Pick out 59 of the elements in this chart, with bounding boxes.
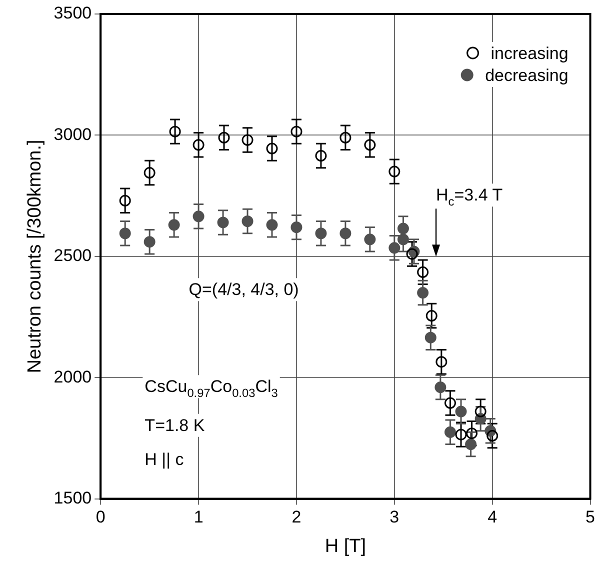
point xyxy=(364,139,376,151)
point xyxy=(424,332,436,344)
point xyxy=(168,219,180,231)
point xyxy=(406,248,418,260)
point xyxy=(434,382,446,394)
point xyxy=(119,228,131,240)
x-tick-label: 4 xyxy=(488,508,498,527)
point xyxy=(218,132,230,144)
y-tick-label: 1500 xyxy=(54,488,92,508)
point xyxy=(144,236,156,248)
point xyxy=(144,167,156,179)
point xyxy=(436,356,448,368)
point xyxy=(266,142,278,154)
legend-label: increasing xyxy=(490,44,568,63)
point xyxy=(388,242,400,254)
point xyxy=(192,210,204,222)
point xyxy=(388,166,400,178)
point xyxy=(169,126,181,138)
annotation: H || c xyxy=(144,450,184,469)
x-tick-label: 3 xyxy=(390,508,400,527)
y-axis-title: Neutron counts [/300kmon.] xyxy=(24,140,46,374)
y-tick-label: 3000 xyxy=(54,124,92,144)
annotation: T=1.8 K xyxy=(144,416,206,435)
point xyxy=(455,428,467,440)
point xyxy=(417,266,429,278)
point xyxy=(192,139,204,151)
point xyxy=(266,219,278,231)
point xyxy=(242,134,254,146)
x-tick-label: 5 xyxy=(586,508,596,527)
x-axis-title: H [T] xyxy=(324,536,366,557)
point xyxy=(397,222,409,234)
point xyxy=(364,234,376,246)
point xyxy=(426,310,438,322)
point xyxy=(290,126,302,138)
point xyxy=(242,216,254,227)
point xyxy=(315,228,327,240)
point xyxy=(466,428,478,440)
point xyxy=(444,426,456,438)
point xyxy=(119,194,131,206)
x-tick-label: 1 xyxy=(194,508,204,527)
point xyxy=(315,150,327,162)
y-tick-label: 3500 xyxy=(54,4,92,23)
point xyxy=(290,222,302,234)
point xyxy=(486,430,498,442)
y-tick-label: 2000 xyxy=(54,367,92,386)
y-tick-label: 2500 xyxy=(54,246,92,266)
x-tick-label: 0 xyxy=(96,508,106,527)
x-tick-label: 2 xyxy=(292,508,302,527)
point xyxy=(340,132,352,144)
point xyxy=(455,406,467,418)
legend-label: decreasing xyxy=(485,66,568,85)
point xyxy=(397,234,409,246)
annotation: Q=(4/3, 4/3, 0) xyxy=(188,280,299,300)
point xyxy=(217,216,229,228)
point xyxy=(417,287,429,299)
point xyxy=(465,438,477,450)
point xyxy=(340,228,352,240)
point xyxy=(474,406,486,418)
point xyxy=(444,397,456,409)
